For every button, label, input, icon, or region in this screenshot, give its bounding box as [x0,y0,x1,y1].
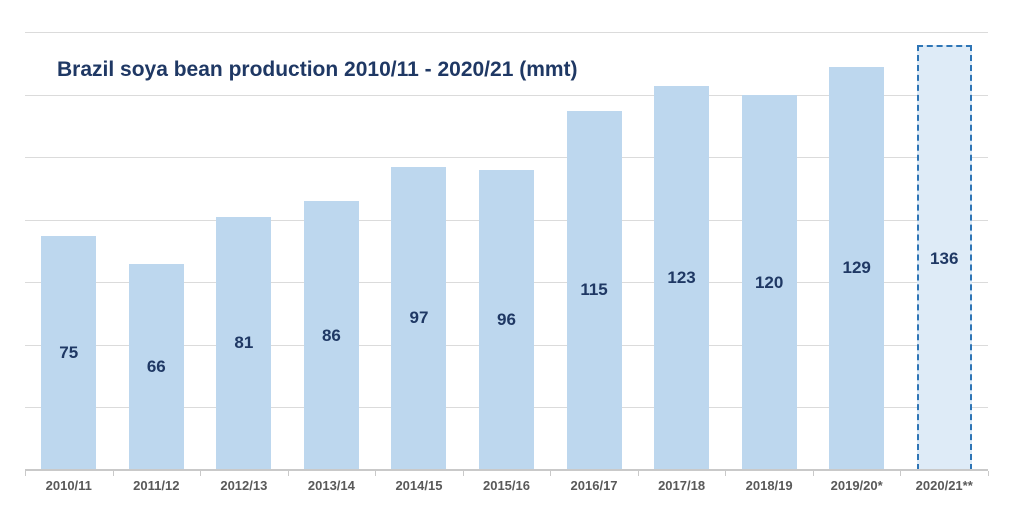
x-axis-label: 2015/16 [482,478,530,493]
axis-tick [637,471,639,476]
gridline [25,32,988,33]
chart-title: Brazil soya bean production 2010/11 - 20… [57,58,578,81]
bar-value-label: 66 [146,356,166,376]
x-axis-label: 2016/17 [570,478,618,493]
bar: 86 [303,201,359,470]
x-axis-line [25,469,988,471]
bar-value-label: 120 [754,272,784,292]
bar: 81 [216,216,272,470]
x-axis-label: 2011/12 [133,478,180,493]
bar-value-label: 136 [930,248,959,268]
bar-value-label: 123 [667,267,696,287]
bar: 136 [916,45,972,470]
bar: 75 [41,235,97,470]
axis-tick [725,471,727,476]
axis-tick [988,471,989,476]
bar: 123 [654,85,710,470]
x-axis-label: 2013/14 [307,478,355,493]
x-axis-label: 2014/15 [395,478,443,493]
bar-value-label: 96 [497,310,516,329]
bar-value-label: 75 [59,342,79,362]
x-axis-label: 2017/18 [658,478,706,493]
bar-value-label: 97 [409,308,429,328]
x-axis-label: 2020/21** [915,478,973,493]
axis-tick [375,471,377,476]
axis-tick [812,471,814,476]
bar: 120 [741,95,797,470]
x-axis-label: 2010/11 [45,478,92,493]
bar-value-label: 129 [842,258,871,278]
bar: 96 [479,170,534,470]
bar: 129 [829,66,885,470]
bar: 66 [128,263,184,470]
axis-tick [25,471,26,476]
axis-tick [462,471,464,476]
axis-tick [287,471,289,476]
gridline [25,157,988,158]
x-axis-label: 2018/19 [745,478,793,493]
bar-value-label: 81 [234,333,254,353]
bar-value-label: 115 [580,280,608,300]
bar: 97 [391,166,447,470]
bar: 115 [566,110,622,470]
axis-tick [200,471,202,476]
axis-tick [550,471,552,476]
x-axis-label: 2012/13 [220,478,268,493]
x-axis-label: 2019/20* [830,478,883,493]
gridline [25,94,988,96]
axis-tick [112,471,114,476]
axis-tick [900,471,902,476]
bar-value-label: 86 [321,325,341,345]
